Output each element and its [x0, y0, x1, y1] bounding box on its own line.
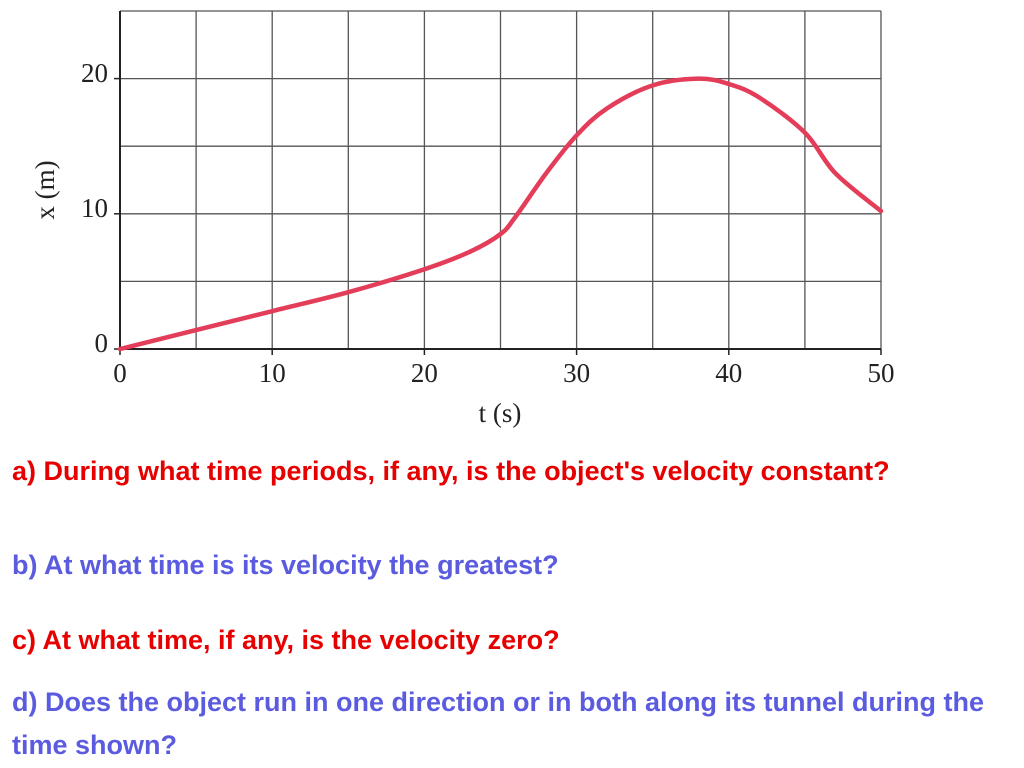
chart: x (m) t (s) 0 10 20 0 10 20 30 40 50 [30, 10, 895, 428]
x-tick-label: 0 [113, 358, 127, 388]
x-tick-label: 10 [259, 358, 286, 388]
y-tick-label: 10 [81, 193, 108, 223]
x-tick-label: 30 [563, 358, 590, 388]
question: c) At what time, if any, is the velocity… [12, 625, 560, 655]
x-tick-label: 50 [868, 358, 895, 388]
y-axis-label: x (m) [30, 160, 60, 219]
y-tick-label: 20 [81, 58, 108, 88]
x-tick-label: 40 [715, 358, 742, 388]
question: b) At what time is its velocity the grea… [12, 550, 559, 580]
question: a) During what time periods, if any, is … [12, 456, 890, 486]
x-tick-label: 20 [411, 358, 438, 388]
question: d) Does the object run in one direction … [12, 687, 984, 760]
data-line [117, 76, 884, 352]
y-tick-label: 0 [95, 328, 109, 358]
x-axis-label: t (s) [479, 398, 522, 428]
